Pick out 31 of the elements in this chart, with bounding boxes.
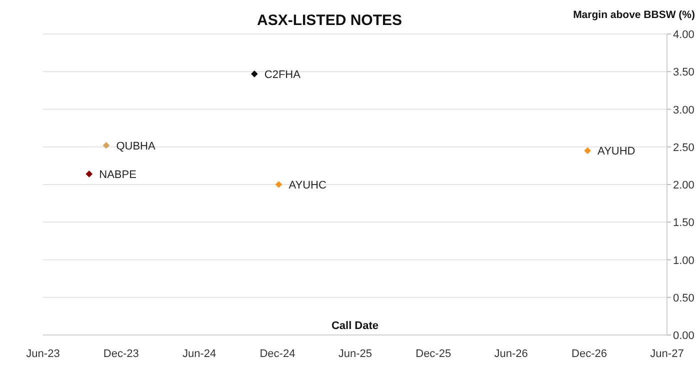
y-axis-title: Margin above BBSW (%): [573, 9, 695, 21]
x-tick-label: Jun-27: [650, 348, 684, 360]
point: [275, 181, 282, 188]
x-tick-label: Dec-23: [103, 348, 139, 360]
point: [584, 147, 591, 154]
y-tick-label: 0.50: [673, 292, 694, 304]
point: [86, 170, 93, 178]
x-axis-title: Call Date: [331, 320, 379, 332]
x-tick-label: Jun-25: [338, 348, 372, 360]
y-tick-label: 0.00: [673, 330, 694, 342]
x-tick-label: Dec-25: [416, 348, 452, 360]
series-label: NABPE: [99, 168, 136, 181]
series-label: QUBHA: [116, 140, 156, 152]
y-tick-label: 4.00: [673, 29, 694, 41]
y-tick-label: 2.50: [673, 142, 694, 154]
series-label: AYUHC: [288, 180, 327, 192]
y-tick-label: 3.50: [673, 66, 694, 79]
point: [102, 142, 110, 149]
series-label: AYUHD: [598, 146, 636, 158]
y-tick-label: 3.00: [673, 104, 694, 116]
point: [250, 70, 258, 78]
y-tick-label: 1.50: [673, 217, 694, 230]
x-tick-label: Jun-24: [182, 348, 216, 360]
x-tick-label: Jun-26: [494, 348, 528, 360]
x-tick-label: Jun-23: [26, 348, 60, 360]
x-tick-label: Dec-26: [572, 348, 607, 360]
x-tick-label: Dec-24: [260, 348, 296, 360]
series-label: C2FHA: [264, 68, 302, 81]
y-tick-label: 2.00: [673, 180, 694, 192]
chart-title: ASX-LISTED NOTES: [256, 12, 402, 29]
y-tick-label: 1.00: [673, 254, 694, 267]
